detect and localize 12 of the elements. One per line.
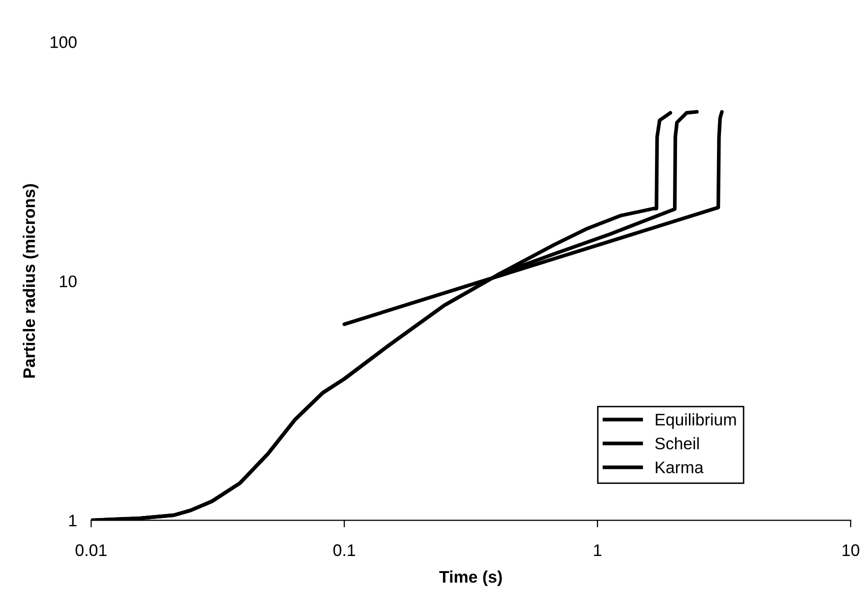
legend-label: Karma <box>656 462 704 474</box>
x-axis-title: Time (s) <box>439 570 502 586</box>
y-tick-label: 1 <box>69 514 76 526</box>
x-tick-label: 10 <box>842 544 860 556</box>
legend-label: Scheil <box>655 437 699 450</box>
x-tick-label: 0.01 <box>76 544 107 556</box>
x-tick-label: 0.1 <box>333 544 356 556</box>
legend-label: Equilibrium <box>656 413 736 429</box>
y-tick-label: 100 <box>50 36 77 48</box>
y-axis-title: Particle radius (microns) <box>22 184 38 378</box>
x-tick-label: 1 <box>594 544 602 556</box>
y-tick-label: 10 <box>60 275 77 288</box>
